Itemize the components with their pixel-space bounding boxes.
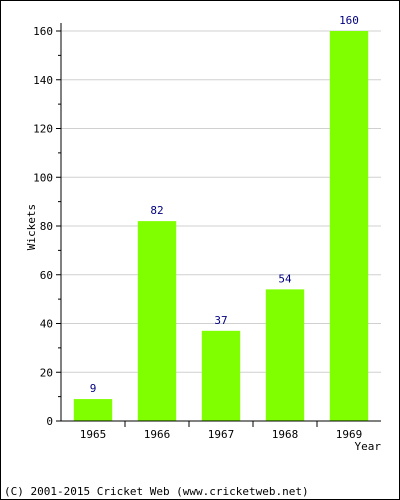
y-axis-label: Wickets — [25, 204, 38, 250]
data-labels: 9 82 37 54 160 — [90, 14, 359, 395]
x-tick-label: 1969 — [336, 428, 363, 441]
y-tick-label: 160 — [33, 25, 53, 38]
x-ticks: 1965 1966 1967 1968 1969 — [80, 421, 363, 441]
data-label: 37 — [214, 314, 227, 327]
bar — [73, 399, 113, 421]
bar — [137, 221, 177, 421]
y-tick-label: 20 — [40, 366, 53, 379]
data-label: 54 — [278, 272, 292, 285]
data-label: 82 — [150, 204, 163, 217]
data-label: 160 — [339, 14, 359, 27]
y-ticks: 0 20 40 60 80 100 120 140 160 — [33, 25, 61, 428]
x-tick-label: 1966 — [144, 428, 171, 441]
y-tick-label: 100 — [33, 171, 53, 184]
grid-lines — [61, 30, 381, 373]
bars — [73, 31, 369, 421]
bar — [201, 330, 241, 421]
x-tick-label: 1968 — [272, 428, 299, 441]
x-tick-label: 1967 — [208, 428, 235, 441]
bar — [329, 31, 369, 421]
y-tick-label: 80 — [40, 220, 53, 233]
axes — [60, 23, 381, 422]
copyright-text: (C) 2001-2015 Cricket Web (www.cricketwe… — [4, 485, 309, 498]
y-tick-label: 60 — [40, 269, 53, 282]
y-tick-label: 120 — [33, 123, 53, 136]
y-tick-label: 40 — [40, 318, 53, 331]
data-label: 9 — [90, 382, 97, 395]
y-tick-label: 0 — [46, 415, 53, 428]
x-tick-label: 1965 — [80, 428, 107, 441]
y-tick-label: 140 — [33, 74, 53, 87]
x-axis-label: Year — [355, 440, 382, 453]
bar — [265, 289, 305, 421]
